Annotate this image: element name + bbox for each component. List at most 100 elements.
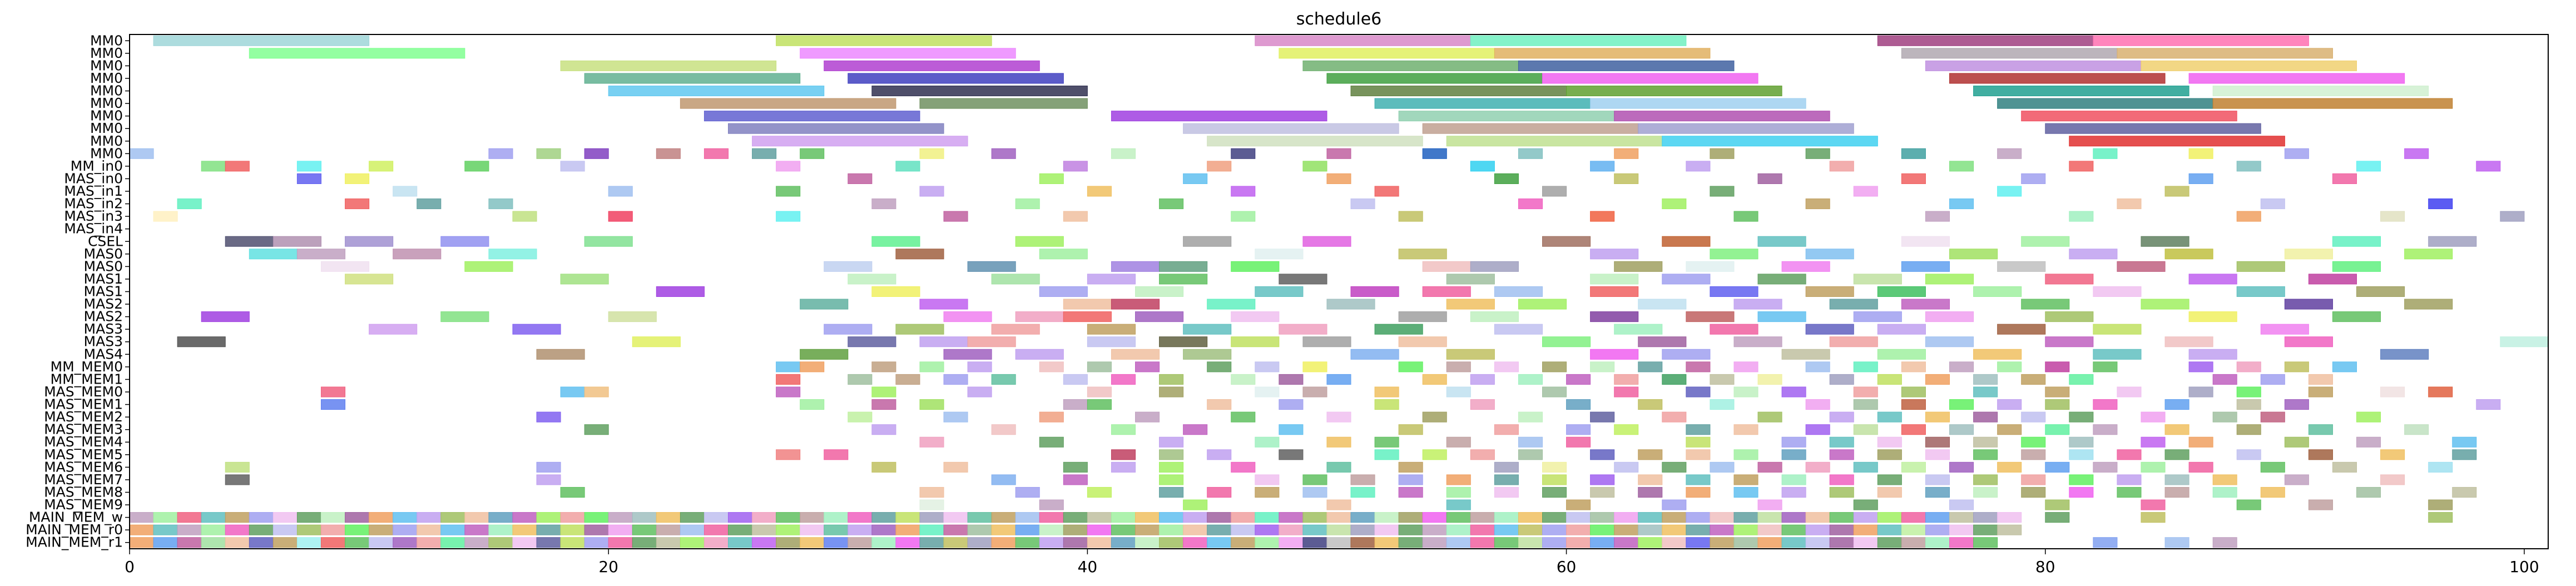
task-bar [1710,249,1758,260]
task-bar [1829,411,1854,423]
task-bar [1422,524,1447,535]
task-bar [2212,98,2453,109]
task-bar [2284,148,2309,159]
task-bar [1686,161,1711,172]
task-bar [1757,499,1782,510]
task-bar [2069,211,2094,222]
task-bar [824,512,849,523]
task-bar [2141,411,2166,423]
task-bar [704,512,729,523]
task-bar [249,537,274,548]
task-bar [1710,399,1735,410]
x-tick-label: 0 [125,558,135,576]
task-bar [776,449,801,460]
task-bar [1063,461,1088,473]
task-bar [943,512,968,523]
task-bar [1590,274,1639,285]
task-bar [656,286,705,297]
task-bar [1063,161,1088,172]
task-bar [1398,537,1423,548]
task-bar [2141,236,2189,247]
task-bar [1135,311,1184,322]
task-bar [1350,349,1399,360]
task-bar [1279,424,1304,435]
task-bar [967,524,992,535]
task-bar [632,336,681,347]
task-bar [1997,399,2022,410]
task-bar [296,249,346,260]
task-bar [1733,537,1758,548]
task-bar [1781,349,1830,360]
task-bar [2045,424,2070,435]
task-bar [1039,411,1064,423]
task-bar [560,537,585,548]
y-tick-label: MAS_MEM2 [44,409,123,425]
task-bar [632,537,657,548]
task-bar [1255,537,1280,548]
task-bar [2356,486,2381,498]
task-bar [848,73,1064,84]
task-bar [1733,449,1758,460]
task-bar [608,311,657,322]
task-bar [1015,198,1040,210]
task-bar [1662,512,1687,523]
task-bar [1590,449,1615,460]
task-bar [2356,161,2381,172]
task-bar [1255,512,1280,523]
task-bar [1326,73,1543,84]
task-bar [1686,361,1711,373]
task-bar [345,524,370,535]
task-bar [1255,386,1280,398]
task-bar [1446,474,1471,485]
task-bar [1494,512,1519,523]
task-bar [1638,399,1663,410]
task-bar [1757,461,1782,473]
task-bar [1494,424,1519,435]
task-bar [1638,336,1687,347]
task-bar [1925,60,2142,71]
task-bar [1781,524,1806,535]
task-bar [1877,537,1902,548]
task-bar [1686,261,1735,272]
task-bar [1326,173,1351,184]
task-bar [656,512,681,523]
task-bar [1757,411,1782,423]
task-bar [201,512,226,523]
task-bar [2404,148,2429,159]
task-bar [919,512,944,523]
task-bar [201,537,226,548]
task-bar [1207,486,1232,498]
y-tick-label: MAS_in0 [64,170,123,186]
task-bar [536,524,561,535]
task-bar [1398,486,1423,498]
task-bar [1901,424,1926,435]
task-bar [225,236,274,247]
task-bar [1255,35,1471,46]
task-bar [1829,512,1854,523]
task-bar [871,236,920,247]
task-bar [488,512,513,523]
task-bar [776,537,801,548]
task-bar [1518,411,1543,423]
task-bar [1686,474,1711,485]
task-bar [824,261,873,272]
task-bar [1901,361,1926,373]
task-bar [1015,311,1064,322]
task-bar [2500,211,2525,222]
task-bar [871,361,896,373]
task-bar [1614,424,1639,435]
task-bar [584,524,609,535]
task-bar [1015,236,1064,247]
task-bar [464,512,489,523]
task-bar [1063,537,1088,548]
task-bar [943,524,968,535]
task-bar [536,474,561,485]
task-bar [1614,324,1663,335]
task-bar [1877,436,1902,448]
task-bar [1302,486,1327,498]
task-bar [2212,86,2429,97]
task-bar [1877,411,1902,423]
task-bar [1542,486,1567,498]
task-bar [1542,524,1567,535]
task-bar [1255,361,1280,373]
